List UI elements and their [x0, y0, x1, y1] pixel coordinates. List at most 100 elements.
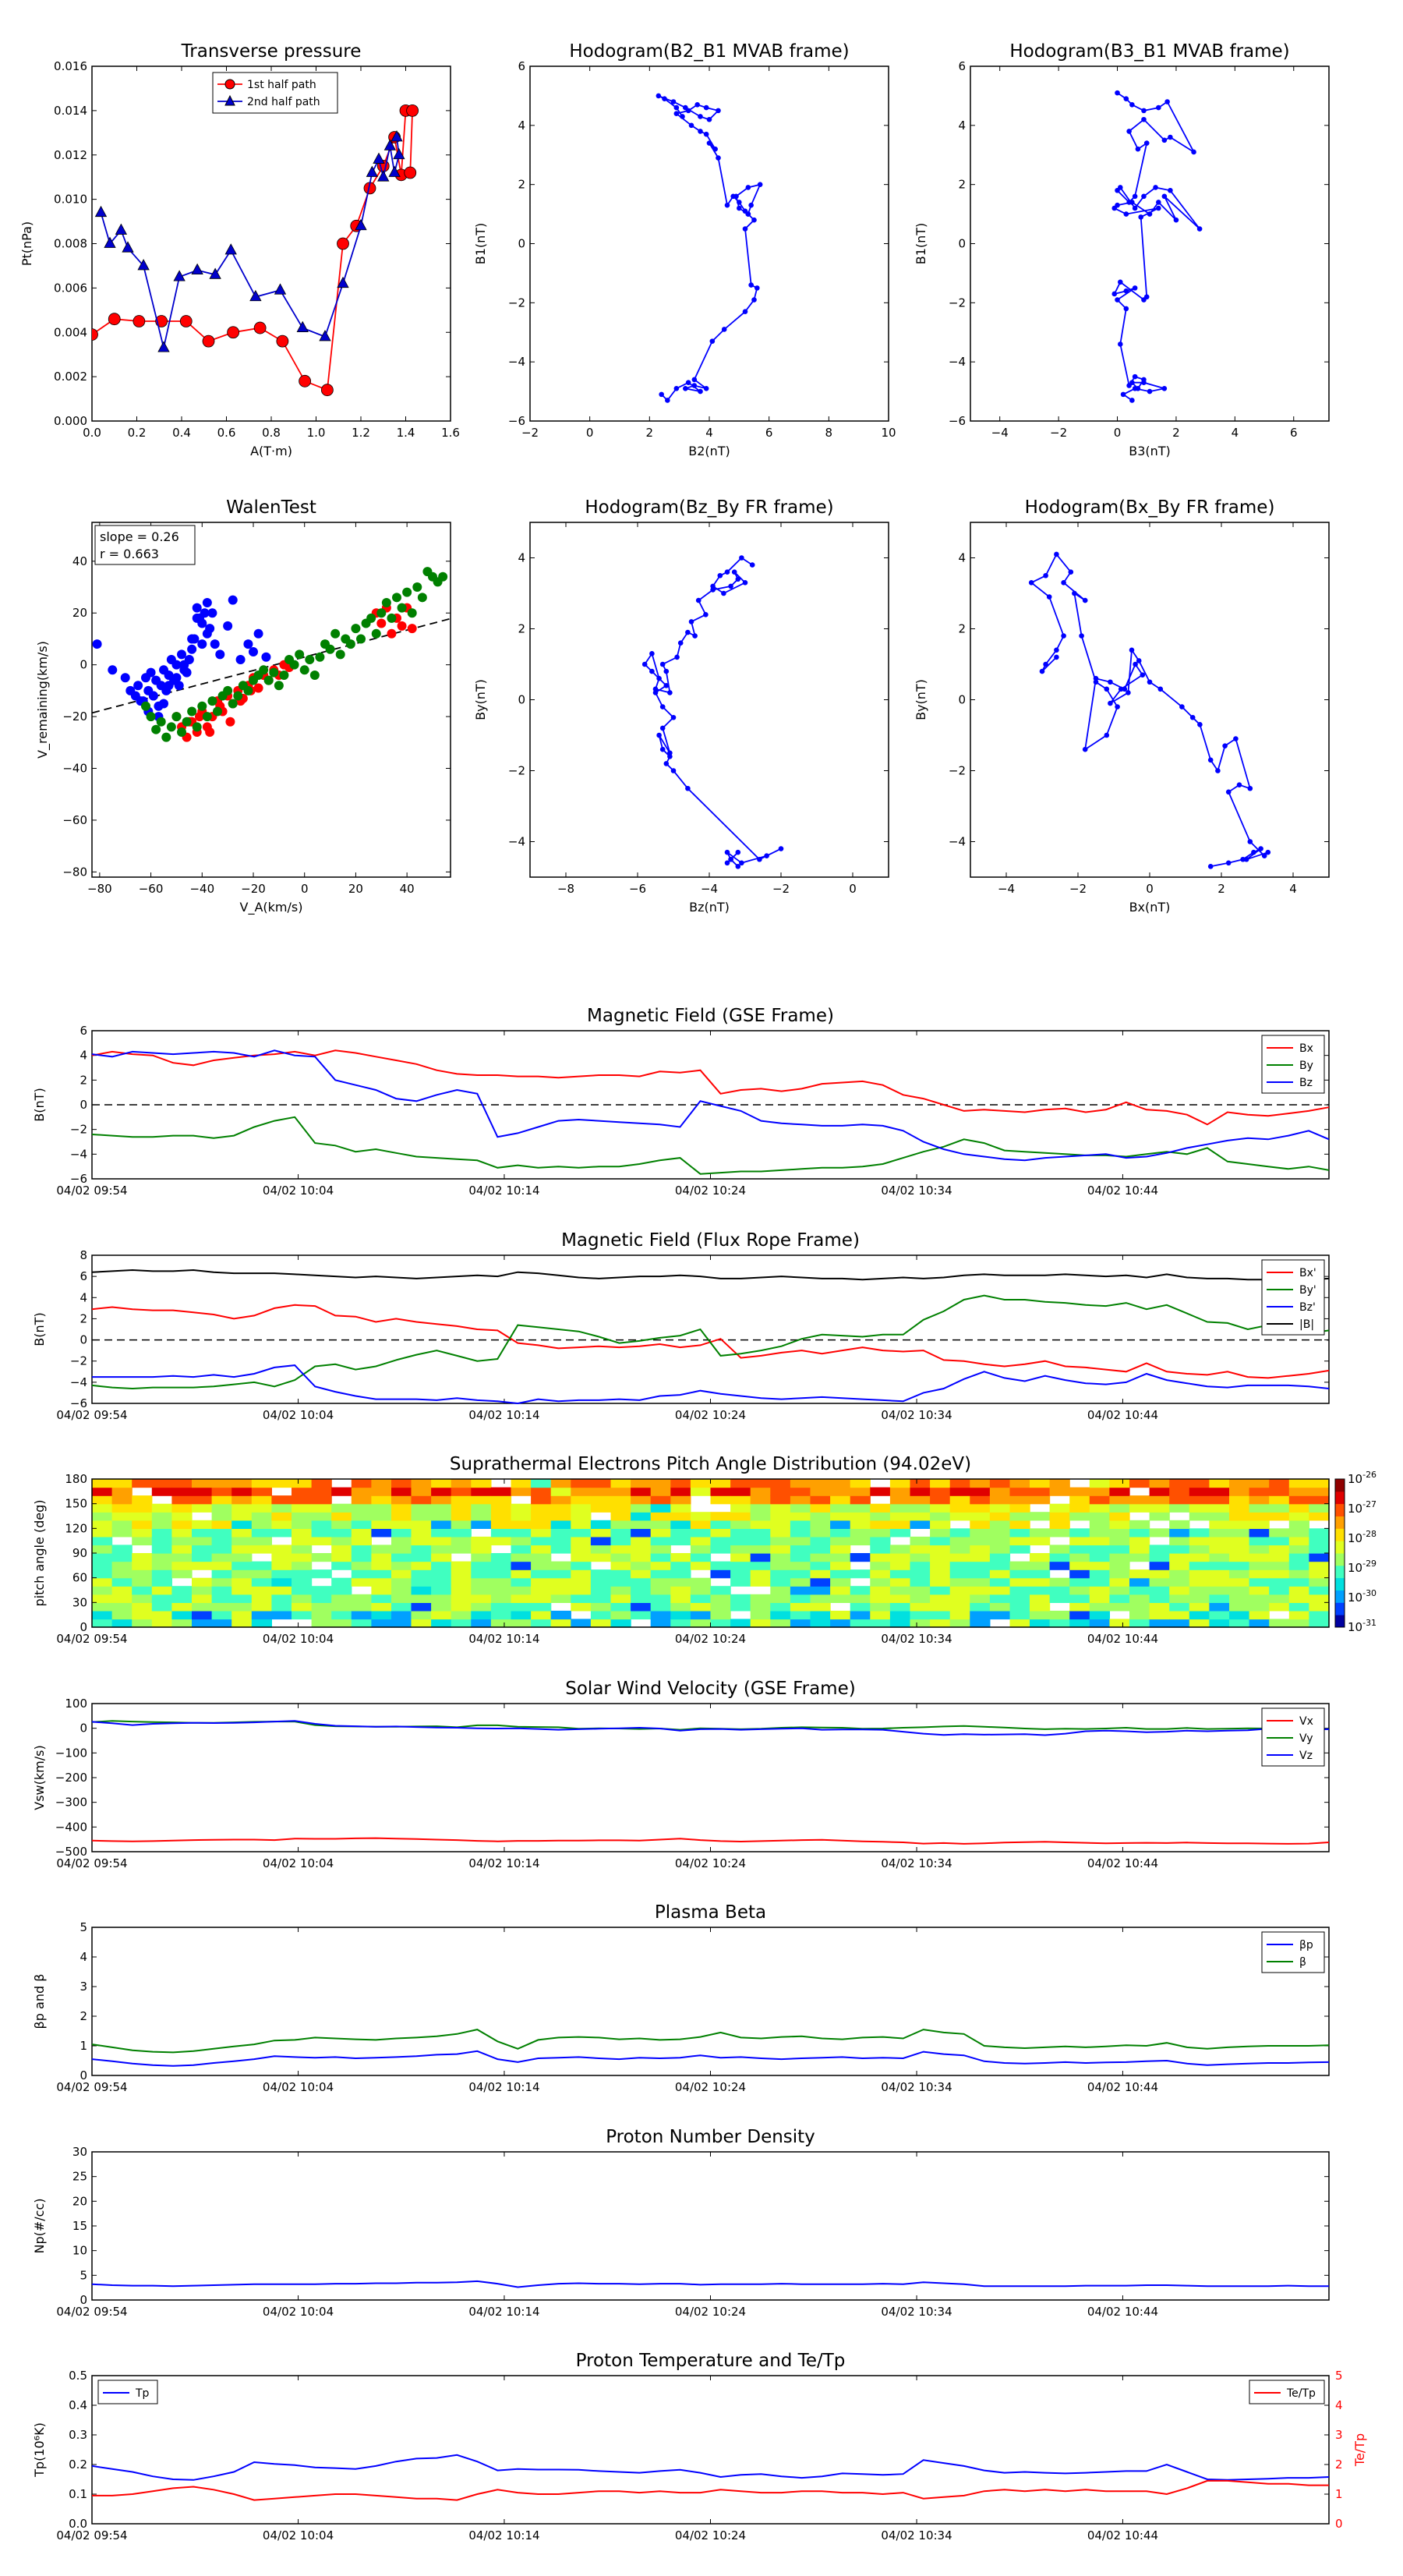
heatmap-cell — [371, 1610, 392, 1620]
heatmap-cell — [750, 1520, 771, 1529]
data-point — [717, 572, 723, 579]
heatmap-cell — [111, 1610, 133, 1620]
data-point — [207, 696, 217, 706]
heatmap-cell — [1249, 1619, 1270, 1628]
x-axis-label: V_A(km/s) — [240, 900, 303, 915]
x-tick-label: 04/02 10:24 — [675, 2305, 746, 2319]
heatmap-cell — [810, 1577, 831, 1587]
heatmap-cell — [331, 1553, 352, 1562]
data-point — [177, 727, 186, 738]
heatmap-cell — [531, 1545, 552, 1554]
heatmap-cell — [590, 1528, 612, 1537]
heatmap-cell — [351, 1594, 372, 1603]
data-point — [202, 334, 215, 348]
heatmap-cell — [770, 1536, 791, 1546]
heatmap-cell — [631, 1479, 652, 1488]
heatmap-cell — [690, 1594, 712, 1603]
heatmap-cell — [1069, 1594, 1090, 1603]
heatmap-cell — [371, 1503, 392, 1513]
heatmap-cell — [132, 1536, 153, 1546]
heatmap-cell — [790, 1512, 811, 1521]
y-tick-label: 6 — [80, 1024, 87, 1038]
x-tick-label: 04/02 09:54 — [56, 1632, 127, 1646]
plot-area — [1111, 90, 1203, 403]
data-point — [1133, 661, 1138, 667]
heatmap-cell — [1288, 1553, 1309, 1562]
chart-title: Proton Number Density — [606, 2127, 815, 2147]
heatmap-cell — [970, 1602, 991, 1612]
heatmap-cell — [1189, 1528, 1210, 1537]
data-point — [213, 706, 222, 717]
heatmap-cell — [111, 1553, 133, 1562]
colorbar-segment — [1335, 1491, 1345, 1505]
heatmap-cell — [531, 1577, 552, 1587]
x-axis-label: Bz(nT) — [689, 900, 730, 915]
heatmap-cell — [889, 1495, 911, 1505]
heatmap-cell — [650, 1569, 671, 1579]
heatmap-cell — [1009, 1610, 1030, 1620]
data-point — [228, 699, 238, 709]
series-line-0 — [92, 109, 414, 391]
heatmap-cell — [451, 1619, 472, 1628]
chart-title: Proton Temperature and Te/Tp — [576, 2351, 846, 2371]
heatmap-cell — [531, 1586, 552, 1595]
data-point — [191, 263, 203, 275]
heatmap-cell — [930, 1586, 951, 1595]
heatmap-cell — [331, 1536, 352, 1546]
plot-area — [656, 93, 763, 403]
heatmap-cell — [391, 1520, 412, 1529]
data-point — [122, 241, 134, 253]
heatmap-cell — [171, 1586, 193, 1595]
heatmap-cell — [1249, 1569, 1270, 1579]
data-point — [192, 603, 202, 613]
y-tick-label: −60 — [62, 813, 87, 827]
heatmap-cell — [1030, 1553, 1051, 1562]
data-point — [195, 712, 204, 722]
heatmap-cell — [531, 1619, 552, 1628]
heatmap-cell — [451, 1569, 472, 1579]
heatmap-cell — [1030, 1479, 1051, 1488]
heatmap-cell — [650, 1553, 671, 1562]
heatmap-cell — [1169, 1545, 1190, 1554]
heatmap-cell — [730, 1553, 751, 1562]
heatmap-cell — [770, 1594, 791, 1603]
heatmap-cell — [511, 1528, 532, 1537]
heatmap-cell — [610, 1577, 631, 1587]
heatmap-cell — [171, 1528, 193, 1537]
heatmap-cell — [531, 1520, 552, 1529]
heatmap-cell — [1309, 1602, 1330, 1612]
heatmap-cell — [590, 1479, 612, 1488]
heatmap-cell — [750, 1610, 771, 1620]
heatmap-cell — [770, 1569, 791, 1579]
heatmap-cell — [151, 1528, 172, 1537]
x-tick-label: 04/02 10:34 — [881, 2305, 952, 2319]
heatmap-cell — [1049, 1528, 1070, 1537]
heatmap-cell — [1009, 1512, 1030, 1521]
x-tick-label: 04/02 10:14 — [468, 2305, 539, 2319]
heatmap-cell — [850, 1602, 871, 1612]
heatmap-cell — [292, 1528, 313, 1537]
heatmap-cell — [331, 1586, 352, 1595]
x-tick-label: 04/02 09:54 — [56, 1408, 127, 1422]
data-point — [1104, 686, 1110, 692]
heatmap-cell — [292, 1520, 313, 1529]
heatmap-cell — [1229, 1602, 1250, 1612]
legend-label: Vz — [1299, 1750, 1313, 1762]
heatmap-cell — [271, 1561, 292, 1570]
heatmap-cell — [331, 1512, 352, 1521]
heatmap-cell — [930, 1553, 951, 1562]
heatmap-cell — [1009, 1602, 1030, 1612]
heatmap-cell — [490, 1569, 512, 1579]
heatmap-cell — [810, 1495, 831, 1505]
heatmap-cell — [1229, 1553, 1250, 1562]
heatmap-cell — [550, 1495, 571, 1505]
heatmap-cell — [411, 1569, 432, 1579]
data-point — [680, 114, 685, 119]
heatmap-cell — [970, 1479, 991, 1488]
data-point — [233, 691, 243, 701]
heatmap-cell — [770, 1610, 791, 1620]
y-axis-label: Tp(10⁶K) — [32, 2422, 47, 2478]
y-tick-label: −4 — [70, 1147, 87, 1161]
data-point — [179, 315, 193, 327]
heatmap-cell — [171, 1520, 193, 1529]
